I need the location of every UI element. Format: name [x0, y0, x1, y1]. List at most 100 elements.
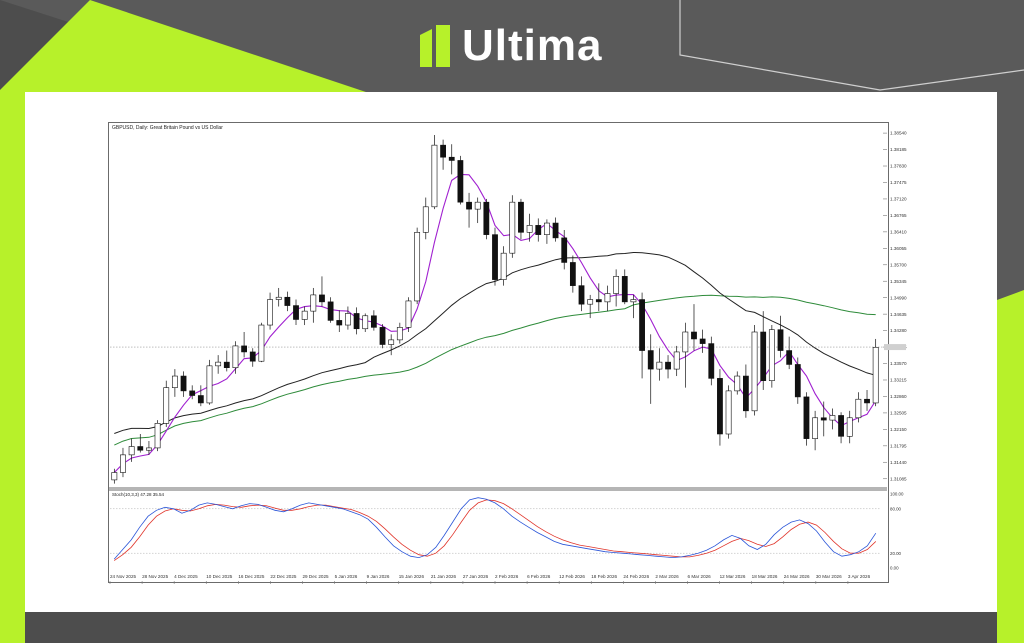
accent-strip-left [0, 92, 25, 643]
date-tick-label: 6 Feb 2026 [527, 574, 551, 579]
candle-bear [492, 234, 498, 280]
price-tick-label: 1.35345 [890, 279, 907, 284]
candle-bull [258, 324, 265, 362]
candle-bear [370, 315, 377, 328]
candle-bear [483, 201, 490, 235]
candle-bull [154, 423, 161, 449]
price-tick-label: 1.32150 [890, 427, 907, 432]
ma-fast-line [113, 173, 877, 473]
price-tick-label: 1.38540 [890, 131, 907, 136]
candle-bear [448, 156, 455, 161]
candle-bull [310, 294, 317, 312]
candle-bull [422, 206, 429, 233]
stoch-tick-label: 100.00 [890, 492, 904, 497]
date-tick-label: 18 Feb 2026 [591, 574, 617, 579]
candle-bull [396, 327, 403, 341]
candle-bear [717, 378, 723, 435]
candle-bear [578, 285, 585, 305]
date-tick-label: 5 Jan 2026 [335, 574, 358, 579]
date-tick-label: 3 Apr 2026 [848, 574, 871, 579]
candle-bull [388, 339, 395, 345]
stoch-tick-label: 20.00 [890, 551, 902, 556]
candle-bull [656, 361, 663, 370]
date-tick-label: 21 Jan 2026 [431, 574, 457, 579]
stoch-signal-line [113, 499, 877, 561]
stoch-main-line [113, 497, 877, 560]
chart-title: GBPUSD, Daily: Great Britain Pound vs US… [112, 125, 223, 131]
candle-bear [552, 222, 559, 239]
candle-bull [751, 331, 758, 412]
candle-bear [336, 320, 343, 326]
price-tick-label: 1.37830 [890, 164, 907, 169]
stoch-tick-label: 80.00 [890, 506, 902, 511]
accent-wedge-left [0, 0, 420, 110]
candle-bull [474, 201, 481, 210]
candle-bull [673, 351, 680, 370]
date-tick-label: 28 Nov 2025 [142, 574, 168, 579]
candle-bear [786, 350, 793, 365]
price-tick-label: 1.35700 [890, 262, 907, 267]
candle-bull [613, 276, 620, 294]
candle-bear [691, 331, 697, 340]
candle-bear [379, 327, 386, 345]
candle-bear [440, 144, 446, 158]
date-tick-label: 4 Dec 2025 [174, 574, 198, 579]
candle-bull [301, 310, 308, 320]
candle-bear [293, 305, 299, 320]
candle-bull [682, 331, 689, 353]
date-tick-label: 22 Dec 2025 [270, 574, 296, 579]
candle-bear [699, 338, 706, 344]
price-tick-label: 1.34635 [890, 312, 907, 317]
candle-bear [189, 390, 196, 396]
stoch-tick-label: 0.00 [890, 566, 899, 571]
candle-bear [180, 375, 187, 392]
candle-bull [171, 375, 178, 388]
price-tick-label: 1.34990 [890, 295, 907, 300]
candle-bear [595, 299, 602, 303]
price-tick-label: 1.36055 [890, 246, 907, 251]
candle-bear [639, 299, 645, 351]
candle-bull [725, 390, 732, 435]
date-tick-label: 24 Mar 2026 [784, 574, 810, 579]
price-tick-label: 1.38185 [890, 147, 907, 152]
candle-bull [500, 252, 507, 280]
candle-bull [872, 346, 879, 404]
candle-bull [345, 313, 351, 326]
candle-bull [120, 454, 126, 473]
price-tick-label: 1.31440 [890, 460, 907, 465]
candle-bull [206, 365, 213, 404]
candle-bull [431, 144, 438, 208]
candle-bear [794, 364, 801, 398]
candle-bull [414, 232, 421, 302]
candle-bear [561, 237, 568, 263]
oscillator-title: Stoch(10,3,3) 47.28 35.54 [112, 492, 165, 497]
candle-bull [630, 299, 637, 303]
candle-bear [518, 201, 524, 233]
decor-line [679, 0, 1024, 91]
date-tick-label: 29 Dec 2025 [303, 574, 329, 579]
candle-bear [621, 276, 628, 303]
candle-bull [267, 299, 273, 326]
date-tick-label: 30 Mar 2026 [816, 574, 842, 579]
candle-bear [777, 329, 784, 351]
candle-bull [544, 222, 550, 235]
candle-bear [241, 345, 247, 353]
price-tick-label: 1.37475 [890, 180, 907, 185]
date-tick-label: 6 Mar 2026 [688, 574, 712, 579]
candle-bull [812, 417, 819, 439]
price-tick-label: 1.33570 [890, 361, 907, 366]
candle-bear [319, 294, 325, 303]
candle-bear [665, 361, 671, 370]
date-tick-label: 18 Mar 2026 [752, 574, 778, 579]
current-price-box [884, 344, 906, 351]
price-tick-label: 1.32860 [890, 394, 907, 399]
logo-text: Ultima [462, 21, 603, 70]
candle-bull [275, 296, 282, 300]
candle-bull [526, 225, 533, 233]
date-tick-label: 12 Mar 2026 [720, 574, 746, 579]
candle-bear [284, 296, 291, 306]
price-tick-label: 1.36765 [890, 213, 907, 218]
price-tick-label: 1.34280 [890, 328, 907, 333]
candle-bear [466, 201, 472, 210]
